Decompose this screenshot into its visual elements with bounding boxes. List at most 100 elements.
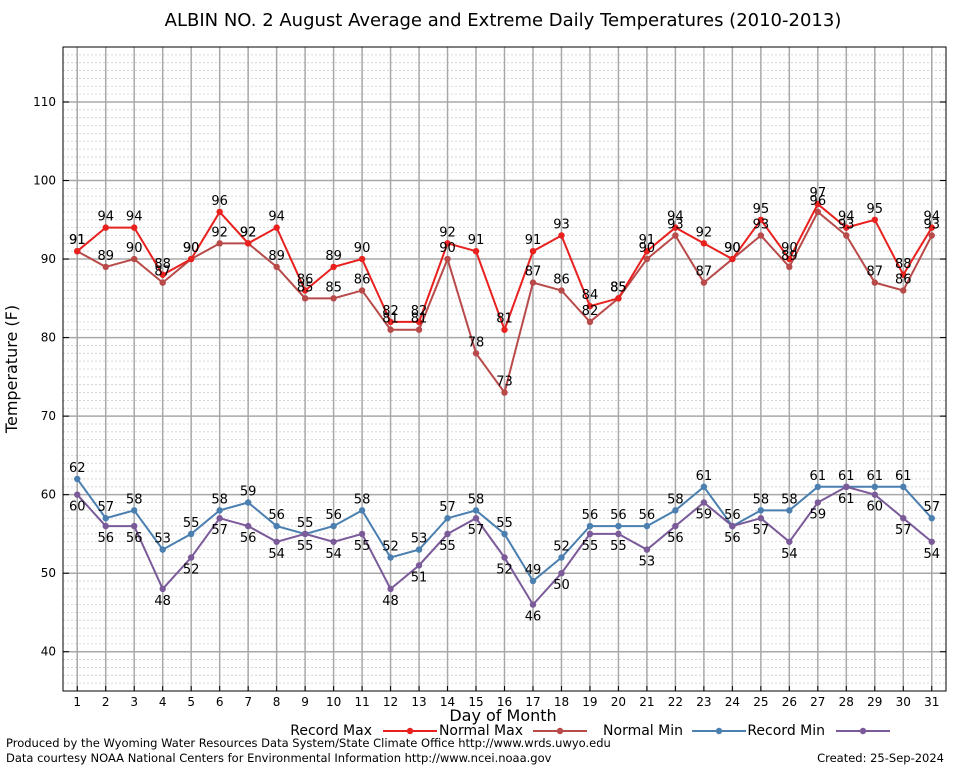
record-max-data-label: 94 (923, 210, 940, 225)
x-tick-label: 5 (187, 695, 195, 709)
record-min-point (301, 530, 309, 538)
normal-min-data-label: 55 (297, 516, 314, 531)
record-min-point (358, 530, 366, 538)
normal-min-data-label: 57 (439, 500, 456, 515)
record-min-data-label: 52 (496, 562, 513, 577)
record-min-data-label: 54 (781, 547, 798, 562)
record-max-point (273, 224, 280, 231)
record-min-point (871, 491, 878, 498)
x-tick-label: 2 (102, 695, 110, 709)
x-tick-label: 31 (924, 695, 939, 709)
record-min-data-label: 60 (867, 500, 884, 515)
normal-max-data-label: 73 (496, 375, 513, 390)
normal-min-data-label: 58 (211, 492, 228, 507)
y-tick-label: 80 (41, 331, 56, 345)
record-min-point (472, 515, 480, 522)
normal-min-data-label: 57 (97, 500, 114, 515)
normal-min-point (415, 546, 423, 553)
normal-max-point (330, 295, 337, 302)
record-min-point (586, 530, 594, 538)
normal-max-point (415, 326, 423, 333)
normal-max-data-label: 87 (696, 265, 713, 280)
record-min-point (814, 499, 822, 506)
normal-max-point (216, 240, 223, 247)
record-max-data-label: 88 (895, 257, 912, 272)
record-max-data-label: 94 (838, 210, 855, 225)
footer-created: Created: 25-Sep-2024 (817, 751, 944, 765)
x-tick-label: 19 (582, 695, 597, 709)
x-tick-label: 11 (354, 695, 369, 709)
record-max-data-label: 81 (496, 312, 513, 327)
normal-max-data-label: 90 (439, 241, 456, 256)
record-max-point (529, 247, 537, 255)
record-max-point (74, 247, 81, 255)
y-axis-label: Temperature (F) (2, 305, 21, 434)
record-max-point (301, 287, 309, 294)
normal-min-point (615, 522, 622, 530)
record-max-data-label: 91 (639, 233, 656, 248)
normal-max-data-label: 93 (753, 217, 770, 232)
y-tick-label: 100 (33, 174, 56, 188)
record-max-point (387, 318, 394, 326)
record-min-data-label: 59 (696, 508, 713, 523)
y-tick-label: 110 (33, 95, 56, 109)
x-tick-label: 13 (411, 695, 426, 709)
record-max-data-label: 90 (354, 241, 371, 256)
record-min-data-label: 60 (69, 500, 86, 515)
record-max-data-label: 95 (753, 202, 770, 217)
record-max-point (814, 200, 822, 208)
record-max-data-label: 90 (724, 241, 741, 256)
normal-min-point (786, 507, 793, 514)
normal-min-point (700, 483, 708, 491)
x-tick-label: 24 (725, 695, 740, 709)
normal-min-data-label: 58 (468, 492, 485, 507)
record-max-point (558, 232, 565, 239)
normal-min-data-label: 58 (753, 492, 770, 507)
record-min-data-label: 56 (126, 531, 143, 546)
normal-max-data-label: 90 (183, 241, 200, 256)
record-min-point (729, 522, 736, 530)
normal-min-point (216, 507, 223, 514)
normal-min-point (900, 483, 907, 491)
normal-max-data-label: 96 (810, 194, 827, 209)
normal-max-data-label: 85 (297, 280, 314, 295)
normal-max-point (131, 255, 138, 263)
record-min-point (159, 585, 166, 593)
record-max-point (358, 255, 366, 263)
record-max-point (672, 224, 679, 231)
normal-min-point (244, 499, 252, 506)
x-tick-label: 12 (383, 695, 398, 709)
normal-min-point (102, 515, 109, 522)
record-max-data-label: 82 (382, 304, 399, 319)
normal-max-data-label: 82 (582, 304, 599, 319)
legend-marker-normal-max (556, 727, 564, 735)
record-min-point (700, 499, 708, 506)
record-max-data-label: 97 (810, 186, 827, 201)
normal-max-data-label: 85 (325, 280, 342, 295)
normal-min-point (387, 554, 394, 561)
normal-min-data-label: 55 (496, 516, 513, 531)
record-max-point (843, 224, 850, 231)
normal-min-data-label: 52 (382, 539, 399, 554)
record-min-point (131, 522, 138, 530)
record-min-data-label: 57 (468, 523, 485, 538)
normal-min-data-label: 56 (325, 508, 342, 523)
x-tick-label: 18 (554, 695, 569, 709)
record-min-point (387, 585, 394, 593)
record-max-point (757, 216, 765, 223)
record-min-point (102, 522, 109, 530)
normal-max-data-label: 90 (126, 241, 143, 256)
x-tick-label: 27 (810, 695, 825, 709)
chart-title: ALBIN NO. 2 August Average and Extreme D… (165, 10, 842, 31)
record-max-data-label: 94 (667, 210, 684, 225)
y-tick-label: 70 (41, 409, 56, 423)
record-max-data-label: 92 (439, 225, 456, 240)
x-tick-label: 7 (244, 695, 252, 709)
record-max-point (131, 224, 138, 231)
normal-min-point (273, 522, 280, 530)
x-tick-label: 22 (668, 695, 683, 709)
record-max-point (900, 271, 907, 278)
normal-max-point (159, 279, 166, 286)
normal-min-data-label: 56 (610, 508, 627, 523)
record-min-data-label: 56 (667, 531, 684, 546)
